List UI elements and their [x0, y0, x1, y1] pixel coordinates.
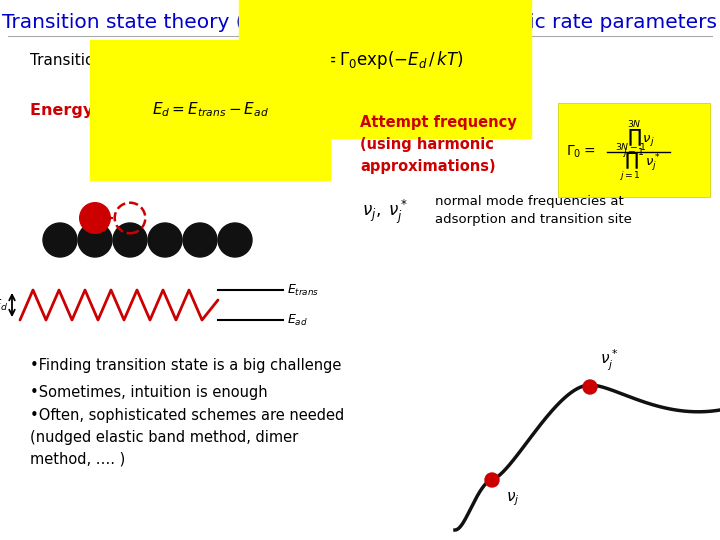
Text: Attempt frequency
(using harmonic
approximations): Attempt frequency (using harmonic approx… — [360, 115, 517, 174]
Circle shape — [148, 223, 182, 257]
Text: Transition state theory (TST)  to calculate microscopic rate parameters: Transition state theory (TST) to calcula… — [2, 12, 718, 31]
Text: Transition state theory (Vineyard, 1957):: Transition state theory (Vineyard, 1957)… — [30, 52, 341, 68]
Text: •Often, sophisticated schemes are needed
(nudged elastic band method, dimer
meth: •Often, sophisticated schemes are needed… — [30, 408, 344, 466]
Circle shape — [113, 223, 147, 257]
Text: $E_d$: $E_d$ — [0, 298, 8, 313]
Circle shape — [78, 223, 112, 257]
Circle shape — [43, 223, 77, 257]
Text: •Sometimes, intuition is enough: •Sometimes, intuition is enough — [30, 385, 268, 400]
Circle shape — [218, 223, 252, 257]
Text: $\Gamma_0 =$: $\Gamma_0 =$ — [566, 144, 595, 160]
Text: $\nu_j,\; \nu_j^*$: $\nu_j,\; \nu_j^*$ — [362, 198, 408, 226]
Text: $\prod_{j=1}^{3N-1}\nu_j^*$: $\prod_{j=1}^{3N-1}\nu_j^*$ — [615, 141, 661, 184]
Text: $E_d = E_{trans} - E_{ad}$: $E_d = E_{trans} - E_{ad}$ — [152, 100, 269, 119]
Text: $\prod_{j=1}^{3N}\nu_j$: $\prod_{j=1}^{3N}\nu_j$ — [621, 119, 654, 161]
Circle shape — [583, 380, 597, 394]
Text: $E_{trans}$: $E_{trans}$ — [287, 282, 319, 298]
Text: normal mode frequencies at
adsorption and transition site: normal mode frequencies at adsorption an… — [435, 194, 632, 226]
Text: $\nu_j^*$: $\nu_j^*$ — [600, 348, 618, 373]
Text: $D = \Gamma_0 \exp(-E_d\,/\,kT)$: $D = \Gamma_0 \exp(-E_d\,/\,kT)$ — [306, 49, 464, 71]
Text: Energy barrier: Energy barrier — [30, 103, 161, 118]
Text: •Finding transition state is a big challenge: •Finding transition state is a big chall… — [30, 358, 341, 373]
Text: $E_{ad}$: $E_{ad}$ — [287, 313, 308, 328]
Circle shape — [485, 473, 499, 487]
Circle shape — [183, 223, 217, 257]
Text: $\nu_j$: $\nu_j$ — [506, 490, 519, 508]
FancyBboxPatch shape — [558, 103, 710, 197]
Circle shape — [80, 202, 110, 233]
